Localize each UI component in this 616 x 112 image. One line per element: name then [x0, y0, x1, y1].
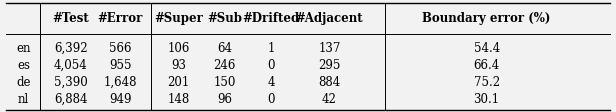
- Text: en: en: [16, 42, 31, 55]
- Text: Boundary error (%): Boundary error (%): [423, 12, 551, 25]
- Text: 96: 96: [217, 93, 232, 106]
- Text: 566: 566: [109, 42, 131, 55]
- Text: 1: 1: [267, 42, 275, 55]
- Text: #Adjacent: #Adjacent: [296, 12, 363, 25]
- Text: 949: 949: [109, 93, 131, 106]
- Text: 150: 150: [214, 76, 236, 89]
- Text: 295: 295: [318, 59, 341, 72]
- Text: 5,390: 5,390: [54, 76, 87, 89]
- Text: 246: 246: [214, 59, 236, 72]
- Text: 955: 955: [109, 59, 131, 72]
- Text: 30.1: 30.1: [474, 93, 500, 106]
- Text: 201: 201: [168, 76, 190, 89]
- Text: 0: 0: [267, 93, 275, 106]
- Text: 6,884: 6,884: [54, 93, 87, 106]
- Text: 42: 42: [322, 93, 337, 106]
- Text: 1,648: 1,648: [103, 76, 137, 89]
- Text: 4: 4: [267, 76, 275, 89]
- Text: nl: nl: [18, 93, 29, 106]
- Text: #Drifted: #Drifted: [243, 12, 299, 25]
- Text: 884: 884: [318, 76, 341, 89]
- Text: #Error: #Error: [97, 12, 143, 25]
- Text: 106: 106: [168, 42, 190, 55]
- Text: 54.4: 54.4: [474, 42, 500, 55]
- Text: 0: 0: [267, 59, 275, 72]
- Text: 6,392: 6,392: [54, 42, 87, 55]
- Text: #Sub: #Sub: [208, 12, 242, 25]
- Text: 64: 64: [217, 42, 232, 55]
- Text: 75.2: 75.2: [474, 76, 500, 89]
- Text: de: de: [16, 76, 31, 89]
- Text: #Test: #Test: [52, 12, 89, 25]
- Text: 4,054: 4,054: [54, 59, 87, 72]
- Text: es: es: [17, 59, 30, 72]
- Text: 137: 137: [318, 42, 341, 55]
- Text: 93: 93: [171, 59, 186, 72]
- Text: 66.4: 66.4: [474, 59, 500, 72]
- Text: 148: 148: [168, 93, 190, 106]
- Text: #Super: #Super: [154, 12, 203, 25]
